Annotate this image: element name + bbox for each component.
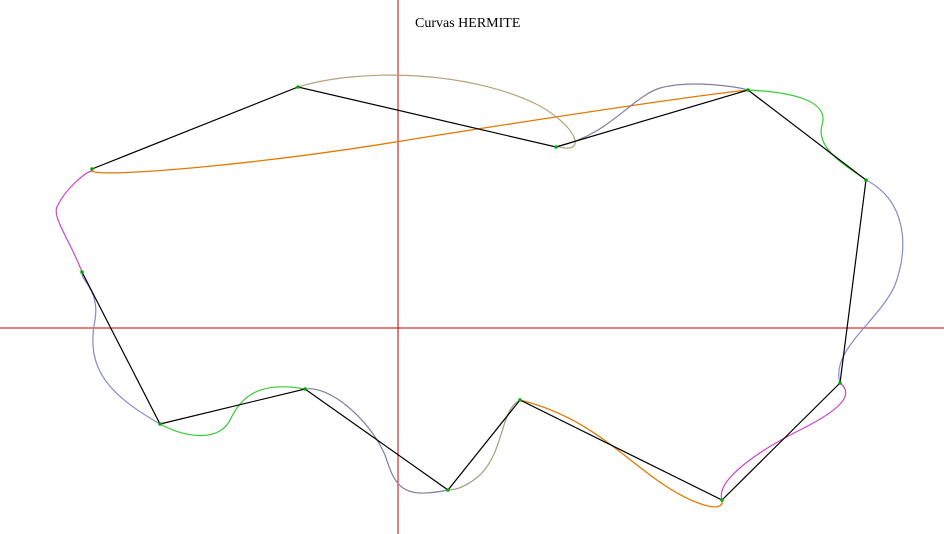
control-point (720, 498, 724, 502)
control-point (518, 398, 522, 402)
curve-gray-bottom (304, 388, 449, 494)
curve-green-bottom (159, 386, 306, 437)
control-point (158, 422, 162, 426)
curve-green-top-right (747, 89, 867, 181)
curve-magenta-right (720, 382, 847, 501)
control-point (303, 387, 307, 391)
control-point (864, 178, 868, 182)
page-title: Curvas HERMITE (415, 16, 521, 31)
control-point (838, 381, 842, 385)
curve-orange-top (91, 89, 749, 174)
control-point (746, 88, 750, 92)
control-point (446, 488, 450, 492)
curve-magenta-left (55, 170, 93, 273)
curve-purple-right (838, 179, 904, 384)
curve-purple-left (81, 271, 161, 425)
control-points (80, 85, 868, 502)
curve-gray-top-right (555, 83, 749, 148)
control-point (90, 167, 94, 171)
curve-orange-bottom (519, 399, 723, 508)
control-point (296, 85, 300, 89)
control-point (554, 145, 558, 149)
control-point (80, 270, 84, 274)
control-polygon (81, 86, 867, 501)
curve-tan-top (297, 74, 576, 149)
